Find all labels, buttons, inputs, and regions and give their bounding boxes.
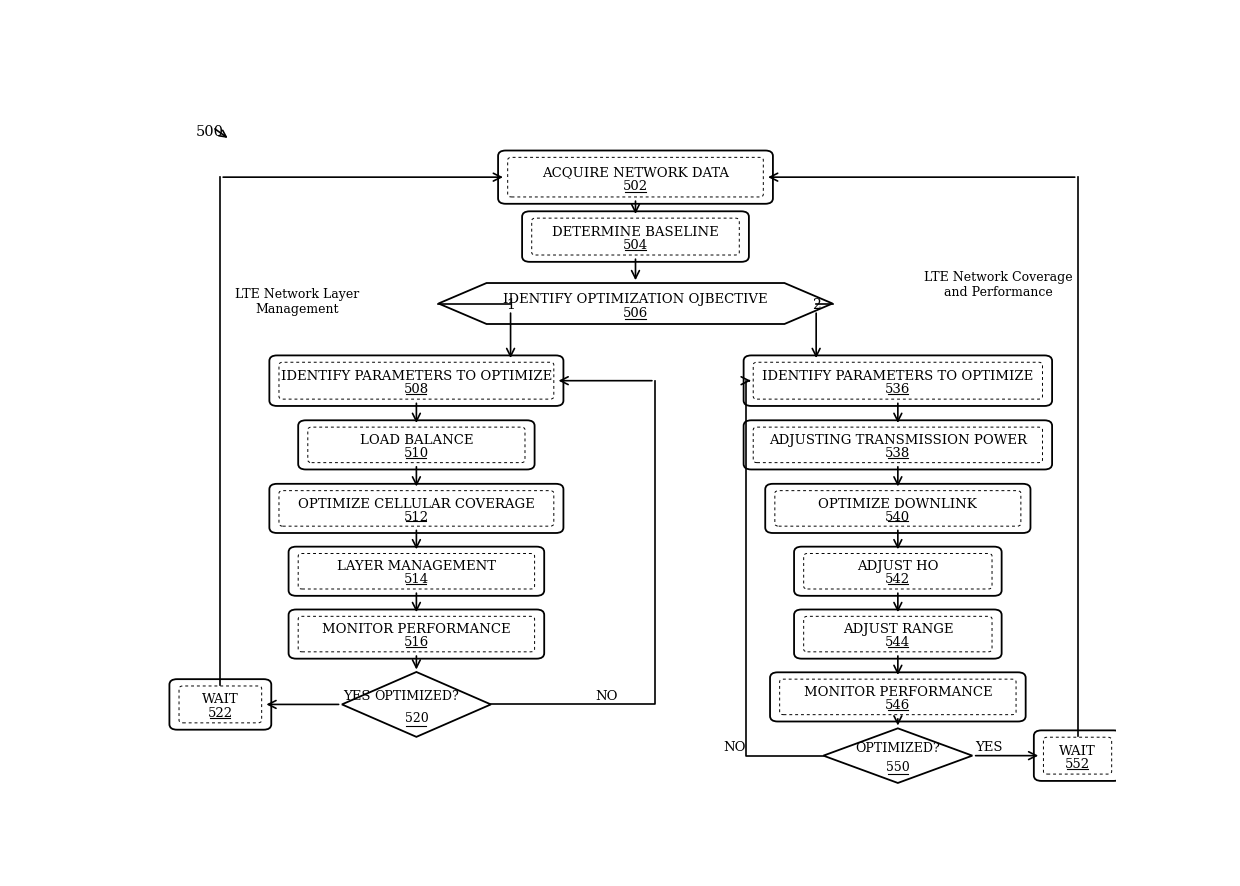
Text: YES: YES <box>343 689 371 703</box>
Text: LTE Network Layer
Management: LTE Network Layer Management <box>236 287 360 315</box>
Text: 504: 504 <box>622 238 649 252</box>
FancyBboxPatch shape <box>753 428 1043 463</box>
FancyBboxPatch shape <box>780 680 1016 715</box>
Text: 546: 546 <box>885 698 910 711</box>
FancyBboxPatch shape <box>744 421 1052 470</box>
Text: 2: 2 <box>812 297 821 311</box>
Text: ADJUSTING TRANSMISSION POWER: ADJUSTING TRANSMISSION POWER <box>769 433 1027 447</box>
Text: 538: 538 <box>885 447 910 460</box>
FancyBboxPatch shape <box>775 491 1021 526</box>
Text: IDENTIFY PARAMETERS TO OPTIMIZE: IDENTIFY PARAMETERS TO OPTIMIZE <box>763 369 1033 382</box>
FancyBboxPatch shape <box>522 212 749 262</box>
FancyBboxPatch shape <box>308 428 525 463</box>
FancyBboxPatch shape <box>1043 737 1112 774</box>
FancyBboxPatch shape <box>507 159 764 198</box>
Text: 550: 550 <box>885 760 910 773</box>
Text: 1: 1 <box>506 297 515 311</box>
Text: 536: 536 <box>885 383 910 396</box>
FancyBboxPatch shape <box>804 554 992 589</box>
Text: 522: 522 <box>208 706 233 719</box>
FancyBboxPatch shape <box>794 547 1002 596</box>
FancyBboxPatch shape <box>765 485 1030 533</box>
FancyBboxPatch shape <box>753 363 1043 400</box>
FancyBboxPatch shape <box>532 219 739 256</box>
Text: 510: 510 <box>404 447 429 460</box>
Text: NO: NO <box>595 689 618 703</box>
FancyBboxPatch shape <box>179 686 262 723</box>
Text: 552: 552 <box>1065 758 1090 770</box>
Polygon shape <box>823 728 972 783</box>
FancyBboxPatch shape <box>498 152 773 205</box>
FancyBboxPatch shape <box>269 485 563 533</box>
Text: IDENTIFY PARAMETERS TO OPTIMIZE: IDENTIFY PARAMETERS TO OPTIMIZE <box>280 369 552 382</box>
Text: ACQUIRE NETWORK DATA: ACQUIRE NETWORK DATA <box>542 166 729 178</box>
Text: 544: 544 <box>885 635 910 649</box>
Text: OPTIMIZE DOWNLINK: OPTIMIZE DOWNLINK <box>818 497 977 510</box>
Text: 540: 540 <box>885 510 910 523</box>
Text: 502: 502 <box>622 180 649 193</box>
Text: MONITOR PERFORMANCE: MONITOR PERFORMANCE <box>804 685 992 698</box>
FancyBboxPatch shape <box>298 554 534 589</box>
FancyBboxPatch shape <box>298 421 534 470</box>
Text: ADJUST HO: ADJUST HO <box>857 560 939 572</box>
Text: WAIT: WAIT <box>1059 743 1096 757</box>
Text: 506: 506 <box>622 307 649 320</box>
Text: 514: 514 <box>404 572 429 586</box>
FancyBboxPatch shape <box>1034 731 1121 781</box>
FancyBboxPatch shape <box>770 672 1025 722</box>
Text: YES: YES <box>976 740 1003 753</box>
Polygon shape <box>342 672 491 737</box>
Text: 520: 520 <box>404 711 428 724</box>
Text: 508: 508 <box>404 383 429 396</box>
FancyBboxPatch shape <box>804 617 992 652</box>
FancyBboxPatch shape <box>794 610 1002 659</box>
FancyBboxPatch shape <box>170 680 272 730</box>
FancyBboxPatch shape <box>279 363 554 400</box>
Text: IDENTIFY OPTIMIZATION OJBECTIVE: IDENTIFY OPTIMIZATION OJBECTIVE <box>503 292 768 306</box>
Text: 516: 516 <box>404 635 429 649</box>
Text: 500: 500 <box>196 125 223 139</box>
FancyBboxPatch shape <box>289 547 544 596</box>
FancyBboxPatch shape <box>298 617 534 652</box>
FancyBboxPatch shape <box>744 356 1052 407</box>
FancyBboxPatch shape <box>269 356 563 407</box>
Text: 512: 512 <box>404 510 429 523</box>
Text: LOAD BALANCE: LOAD BALANCE <box>360 433 474 447</box>
Text: OPTIMIZED?: OPTIMIZED? <box>856 742 940 755</box>
Text: LAYER MANAGEMENT: LAYER MANAGEMENT <box>337 560 496 572</box>
Polygon shape <box>439 284 832 324</box>
Text: LTE Network Coverage
and Performance: LTE Network Coverage and Performance <box>925 271 1073 299</box>
Text: OPTIMIZE CELLULAR COVERAGE: OPTIMIZE CELLULAR COVERAGE <box>298 497 534 510</box>
Text: ADJUST RANGE: ADJUST RANGE <box>843 623 954 635</box>
FancyBboxPatch shape <box>289 610 544 659</box>
FancyBboxPatch shape <box>279 491 554 526</box>
Text: OPTIMIZED?: OPTIMIZED? <box>374 689 459 702</box>
Text: 542: 542 <box>885 572 910 586</box>
Text: MONITOR PERFORMANCE: MONITOR PERFORMANCE <box>322 623 511 635</box>
Text: DETERMINE BASELINE: DETERMINE BASELINE <box>552 225 719 238</box>
Text: NO: NO <box>723 740 746 753</box>
Text: WAIT: WAIT <box>202 693 239 705</box>
